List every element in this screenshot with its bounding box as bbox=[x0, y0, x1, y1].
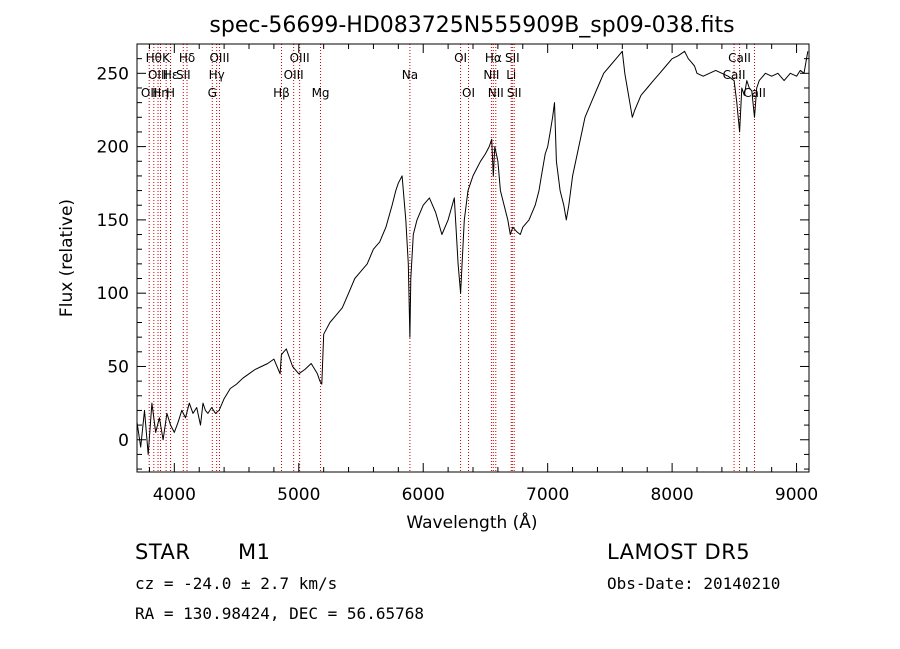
y-tick-label: 100 bbox=[97, 284, 129, 304]
spectrum-chart: spec-56699-HD083725N555909B_sp09-038.fit… bbox=[57, 13, 818, 533]
survey-name: LAMOST DR5 bbox=[607, 540, 751, 564]
spectral-line-labels: OIIHθOIIIHηKHHεSIIHδGHγOIIIHβOIIIOIIIMgN… bbox=[141, 51, 766, 100]
object-subclass: M1 bbox=[238, 540, 271, 564]
object-class: STAR bbox=[135, 540, 191, 564]
plot-frame bbox=[136, 43, 810, 473]
spectral-line-label: CaII bbox=[743, 86, 766, 100]
spectral-line-label: OIII bbox=[290, 51, 310, 65]
y-axis: 0 50 100 150 200 250 bbox=[97, 58, 809, 470]
spectral-line-label: Hα bbox=[485, 51, 502, 65]
spectral-line-label: OIII bbox=[148, 68, 168, 82]
spectral-line-label: NII bbox=[483, 68, 499, 82]
spectral-line-label: Na bbox=[402, 68, 418, 82]
spectral-line-label: CaII bbox=[723, 68, 746, 82]
spectral-line-label: Hγ bbox=[209, 68, 225, 82]
spectral-line-label: NII bbox=[488, 86, 504, 100]
spectral-line-label: K bbox=[162, 51, 171, 65]
x-tick-label: 6000 bbox=[402, 485, 445, 505]
spectral-line-label: OIII bbox=[284, 68, 304, 82]
spectral-line-label: SII bbox=[507, 86, 522, 100]
observation-date: Obs-Date: 20140210 bbox=[607, 574, 781, 593]
y-tick-label: 50 bbox=[107, 357, 129, 377]
chart-title: spec-56699-HD083725N555909B_sp09-038.fit… bbox=[209, 13, 734, 38]
spectral-line-label: G bbox=[208, 86, 217, 100]
spectral-line-label: CaII bbox=[728, 51, 751, 65]
spectral-line-label: SII bbox=[176, 68, 191, 82]
spectral-line-label: Hβ bbox=[273, 86, 290, 100]
y-axis-label: Flux (relative) bbox=[57, 199, 77, 317]
spectral-line-label: OIII bbox=[209, 51, 229, 65]
x-axis-label: Wavelength (Å) bbox=[406, 511, 537, 533]
spectrum-line bbox=[136, 50, 809, 455]
spectral-line-label: OII bbox=[141, 86, 158, 100]
x-tick-label: 5000 bbox=[277, 485, 320, 505]
spectral-line-label: Hη bbox=[152, 86, 169, 100]
spectral-line-label: OI bbox=[454, 51, 467, 65]
redshift-cz: cz = -24.0 ± 2.7 km/s bbox=[135, 574, 338, 593]
spectral-line-label: Hε bbox=[163, 68, 179, 82]
ra-dec: RA = 130.98424, DEC = 56.65768 bbox=[135, 604, 424, 623]
y-tick-label: 200 bbox=[97, 138, 129, 158]
y-tick-label: 150 bbox=[97, 211, 129, 231]
x-axis: 4000 5000 6000 7000 8000 9000 bbox=[148, 44, 818, 505]
y-tick-label: 0 bbox=[118, 431, 129, 451]
x-tick-label: 4000 bbox=[153, 485, 196, 505]
spectral-line-label: SII bbox=[505, 51, 520, 65]
x-tick-label: 7000 bbox=[526, 485, 569, 505]
spectral-line-label: Hδ bbox=[179, 51, 195, 65]
spectral-line-markers bbox=[148, 44, 755, 472]
spectral-line-label: Mg bbox=[312, 86, 330, 100]
spectral-line-label: Li bbox=[506, 68, 516, 82]
x-tick-label: 8000 bbox=[650, 485, 693, 505]
x-tick-label: 9000 bbox=[775, 485, 818, 505]
y-tick-label: 250 bbox=[97, 64, 129, 84]
spectral-line-label: H bbox=[166, 86, 175, 100]
spectral-line-label: OI bbox=[462, 86, 475, 100]
spectral-line-label: Hθ bbox=[146, 51, 162, 65]
